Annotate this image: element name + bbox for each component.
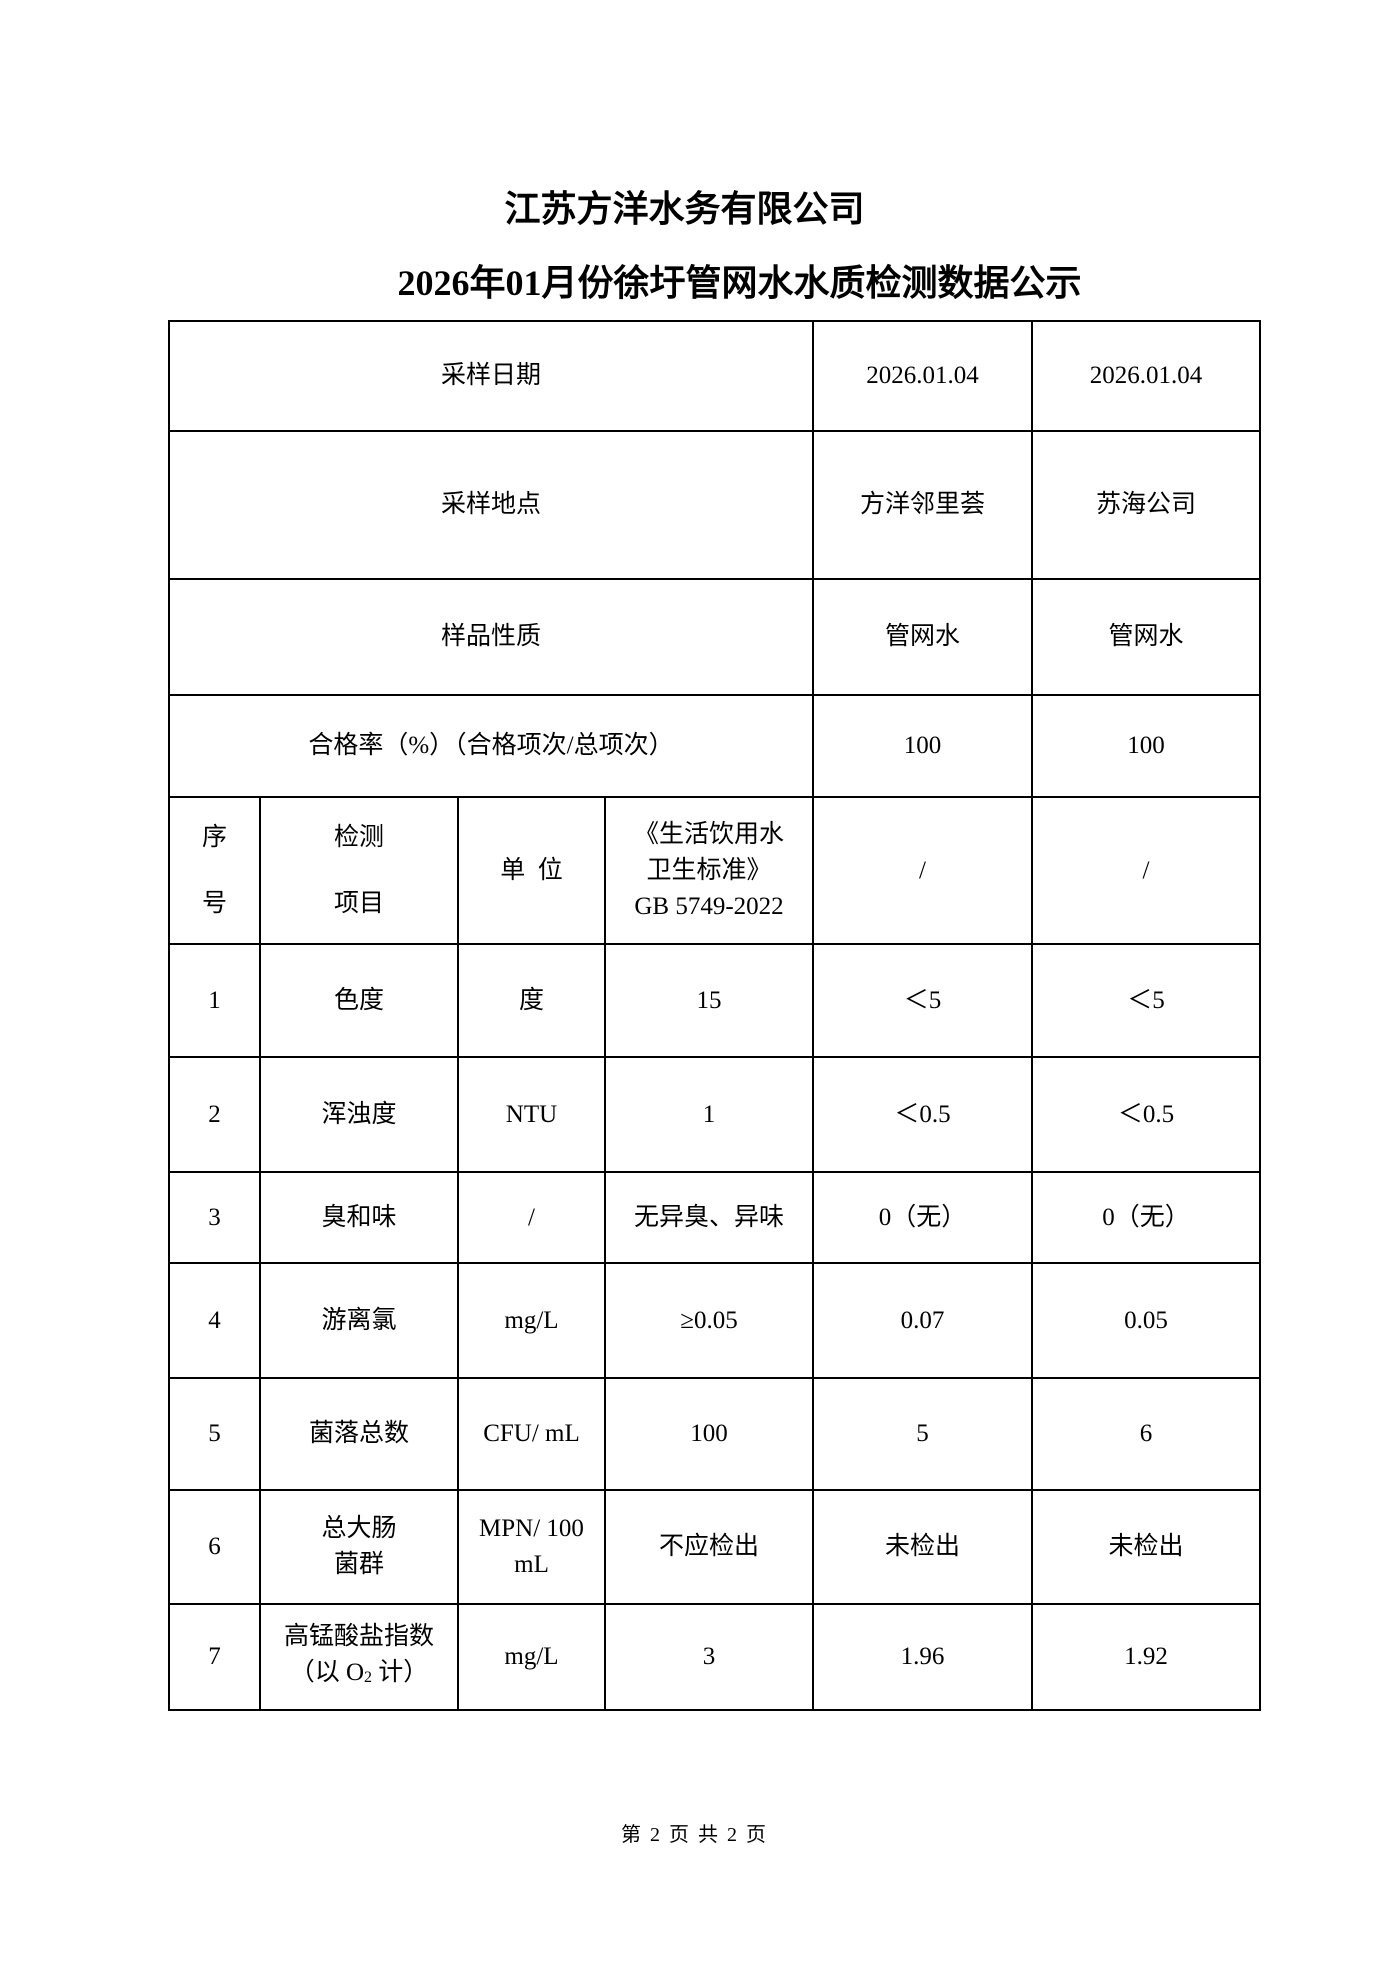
- unit: /: [457, 1171, 606, 1264]
- limit: 1: [603, 1056, 815, 1173]
- item: 臭和味: [259, 1171, 459, 1264]
- header-unit: 单 位: [457, 796, 606, 945]
- text: 高锰酸盐指数: [283, 1622, 434, 1650]
- value: 2026.01.04: [812, 320, 1034, 432]
- value-2: ＜0.5: [1031, 1056, 1262, 1173]
- unit: 度: [457, 943, 606, 1058]
- text: MPN/ 100: [479, 1515, 584, 1542]
- company-title: 江苏方洋水务有限公司: [504, 189, 865, 229]
- value: 苏海公司: [1031, 430, 1262, 580]
- value-1: 1.96: [812, 1603, 1034, 1711]
- table-row: 4 游离氯 mg/L ≥0.05 0.07 0.05: [168, 1262, 1262, 1379]
- item: 色度: [259, 943, 459, 1058]
- info-row-date: 采样日期 2026.01.04 2026.01.04: [167, 320, 1262, 432]
- limit: 100: [603, 1377, 815, 1491]
- value-1: 0（无）: [812, 1171, 1034, 1264]
- no: 6: [168, 1489, 261, 1605]
- unit: mg/L: [457, 1603, 606, 1711]
- table-row: 2 浑浊度 NTU 1 ＜0.5 ＜0.5: [168, 1056, 1262, 1173]
- no: 1: [168, 943, 261, 1058]
- text: 计）: [372, 1658, 429, 1686]
- limit: 15: [603, 943, 815, 1058]
- unit: mg/L: [457, 1262, 606, 1379]
- table-row: 1 色度度 15 ＜5 ＜5: [168, 943, 1262, 1058]
- page-title: 2026年01月份徐圩管网水水质检测数据公示: [397, 263, 1082, 303]
- item: 高锰酸盐指数 （以 O2 计）: [259, 1603, 459, 1711]
- value-1: ＜5: [812, 943, 1034, 1058]
- no: 4: [168, 1262, 261, 1379]
- unit: NTU: [457, 1056, 606, 1173]
- label: 采样地点: [167, 430, 815, 580]
- unit: CFU/ mL: [457, 1377, 606, 1491]
- text: 总大肠: [321, 1515, 397, 1542]
- water-quality-table: 采样日期 2026.01.04 2026.01.04 采样地点 方洋邻里荟 苏海…: [167, 320, 1262, 1711]
- header-sample-1: /: [812, 796, 1034, 945]
- header-standard: 《生活饮用水 卫生标准》 GB 5749-2022: [603, 796, 815, 945]
- header-item: 检测 项目: [259, 796, 459, 945]
- text: 检测: [333, 823, 384, 851]
- no: 2: [168, 1056, 261, 1173]
- text: 项目: [333, 889, 384, 917]
- value-2: 0（无）: [1031, 1171, 1262, 1264]
- no: 7: [168, 1603, 261, 1711]
- value-1: ＜0.5: [812, 1056, 1034, 1173]
- text: 卫生标准》: [646, 856, 772, 884]
- page-footer: 第 2 页 共 2 页: [621, 1824, 768, 1846]
- value-2: 0.05: [1031, 1262, 1262, 1379]
- value: 2026.01.04: [1031, 320, 1262, 432]
- limit: 无异臭、异味: [603, 1171, 815, 1264]
- item: 总大肠 菌群: [259, 1489, 459, 1605]
- table-row: 6 总大肠 菌群 MPN/ 100 mL 不应检出 未检出 未检出: [168, 1489, 1262, 1605]
- value: 100: [1031, 694, 1262, 798]
- column-header-row: 序号 检测 项目 单 位 《生活饮用水 卫生标准》 GB 5749-2022 / /: [168, 796, 1262, 945]
- table-row: 5 菌落总数 CFU/ mL 100 5 6: [168, 1377, 1262, 1491]
- table-row: 7 高锰酸盐指数 （以 O2 计） mg/L 3 1.96 1.92: [168, 1603, 1262, 1711]
- no: 3: [168, 1171, 261, 1264]
- limit: 3: [603, 1603, 815, 1711]
- table-row: 3 臭和味 / 无异臭、异味 0（无） 0（无）: [168, 1171, 1262, 1264]
- item: 菌落总数: [259, 1377, 459, 1491]
- value-2: 6: [1031, 1377, 1262, 1491]
- text: （以 O: [289, 1658, 365, 1686]
- value-2: ＜5: [1031, 943, 1262, 1058]
- no: 5: [168, 1377, 261, 1491]
- value-1: 5: [812, 1377, 1034, 1491]
- value-1: 未检出: [812, 1489, 1034, 1605]
- value: 管网水: [812, 578, 1034, 696]
- text: 《生活饮用水: [634, 820, 785, 848]
- text: GB 5749-2022: [634, 892, 784, 920]
- info-row-sample-type: 样品性质 管网水 管网水: [167, 578, 1262, 696]
- text: （以 O2 计）: [265, 1655, 453, 1696]
- info-row-pass-rate: 合格率（%）（合格项次/总项次） 100 100: [167, 694, 1262, 798]
- text: 菌群: [333, 1551, 384, 1578]
- value: 管网水: [1031, 578, 1262, 696]
- text: 序: [201, 823, 227, 851]
- header-no: 序号: [168, 796, 261, 945]
- value: 100: [812, 694, 1034, 798]
- text: mL: [514, 1551, 549, 1578]
- value-2: 未检出: [1031, 1489, 1262, 1605]
- value-1: 0.07: [812, 1262, 1034, 1379]
- item: 浑浊度: [259, 1056, 459, 1173]
- info-row-location: 采样地点 方洋邻里荟 苏海公司: [167, 430, 1262, 580]
- item: 游离氯: [259, 1262, 459, 1379]
- header-sample-2: /: [1031, 796, 1262, 945]
- limit: 不应检出: [603, 1489, 815, 1605]
- value-2: 1.92: [1031, 1603, 1262, 1711]
- subscript: 2: [364, 1668, 373, 1686]
- value: 方洋邻里荟: [812, 430, 1034, 580]
- limit: ≥0.05: [603, 1262, 815, 1379]
- text: 号: [201, 889, 227, 917]
- label: 采样日期: [167, 320, 815, 432]
- unit: MPN/ 100 mL: [457, 1489, 606, 1605]
- label: 样品性质: [167, 578, 815, 696]
- label: 合格率（%）（合格项次/总项次）: [167, 694, 815, 798]
